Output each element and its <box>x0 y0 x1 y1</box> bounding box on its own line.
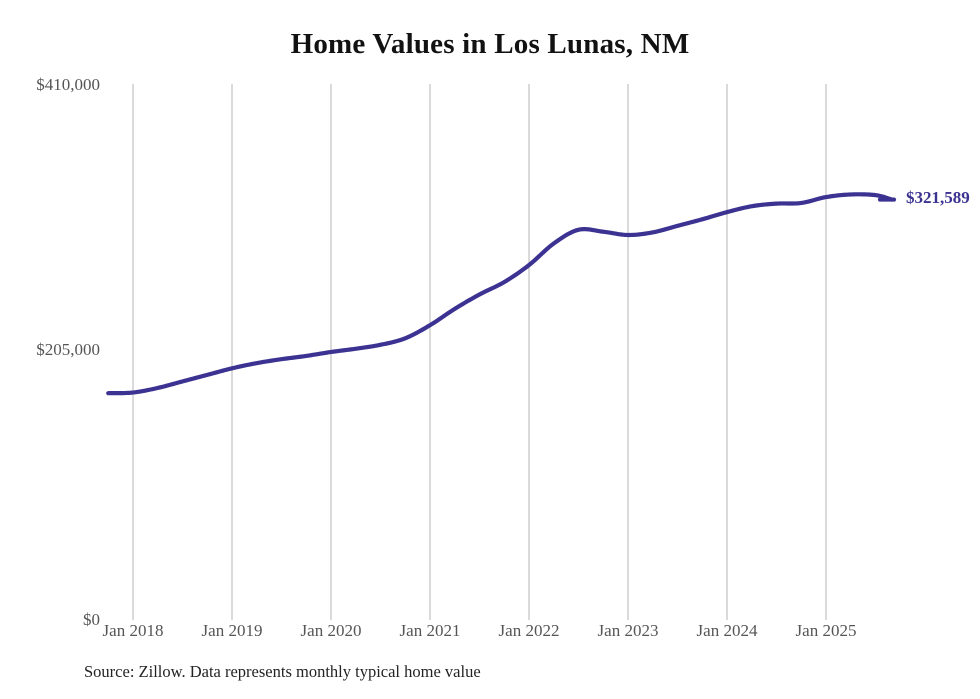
x-axis-tick-label-jan-2019: Jan 2019 <box>201 621 263 640</box>
x-axis-tick-label-jan-2022: Jan 2022 <box>498 621 560 640</box>
x-axis-tick-label-jan-2021: Jan 2021 <box>399 621 461 640</box>
x-axis-tick-label-jan-2018: Jan 2018 <box>102 621 164 640</box>
y-axis-tick-label-zero: $0 <box>83 610 100 629</box>
series-end-value-label: $321,589 <box>906 187 970 207</box>
y-axis-tick-label-top: $410,000 <box>36 75 100 94</box>
x-axis-tick-label-jan-2023: Jan 2023 <box>597 621 659 640</box>
x-axis-tick-label-jan-2024: Jan 2024 <box>696 621 758 640</box>
gridlines-group <box>132 84 827 620</box>
source-note: Source: Zillow. Data represents monthly … <box>84 662 481 681</box>
page-title: Home Values in Los Lunas, NM <box>290 28 690 60</box>
x-axis-tick-label-jan-2020: Jan 2020 <box>300 621 362 640</box>
y-axis-tick-label-mid: $205,000 <box>36 340 100 359</box>
series-line-typical-home-value <box>106 192 895 396</box>
x-axis-tick-label-jan-2025: Jan 2025 <box>795 621 857 640</box>
